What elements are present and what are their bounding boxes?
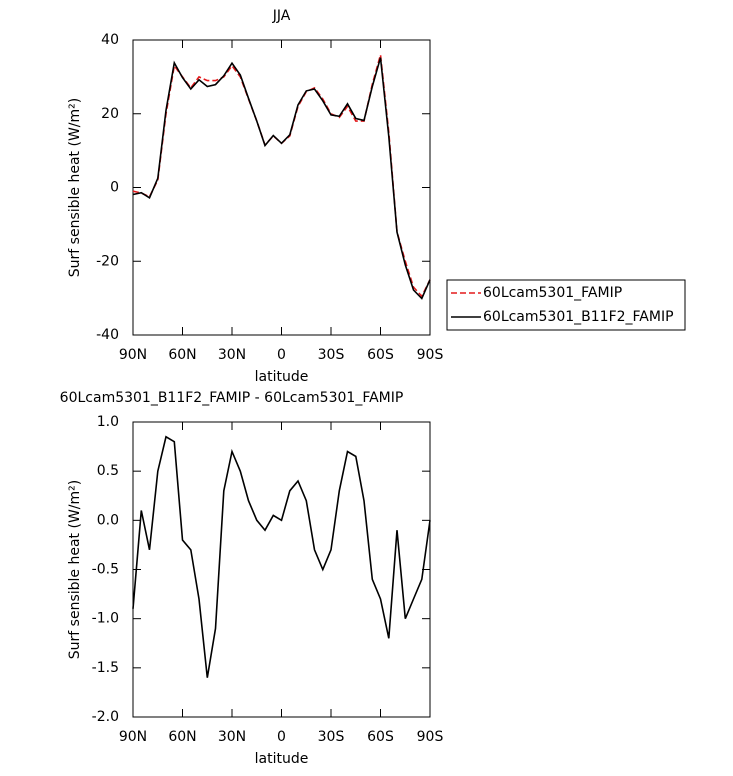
- y-tick-label: -1.0: [92, 611, 119, 627]
- y-tick-label: 0.0: [97, 512, 119, 528]
- x-tick-label: 60N: [168, 729, 196, 745]
- y-tick-label: -0.5: [92, 562, 119, 578]
- x-tick-label: 60S: [367, 347, 394, 363]
- x-tick-label: 60S: [367, 729, 394, 745]
- x-tick-label: 30N: [218, 347, 246, 363]
- legend-box: [446, 279, 686, 331]
- y-tick-label: -20: [96, 253, 119, 269]
- x-tick-label: 30N: [218, 729, 246, 745]
- y-axis-label: Surf sensible heat (W/m²): [67, 480, 83, 659]
- y-tick-label: -2.0: [92, 709, 119, 725]
- legend-label: 60Lcam5301_FAMIP: [483, 285, 622, 301]
- y-tick-label: -1.5: [92, 660, 119, 676]
- x-tick-label: 90S: [417, 729, 444, 745]
- y-tick-label: 0: [110, 180, 119, 196]
- y-tick-label: 40: [101, 32, 119, 48]
- x-tick-label: 90S: [417, 347, 444, 363]
- plot-frame: [132, 421, 431, 718]
- x-axis-label: latitude: [255, 751, 309, 767]
- chart-title: JJA: [272, 8, 291, 24]
- legend-label: 60Lcam5301_B11F2_FAMIP: [483, 309, 674, 325]
- y-tick-label: -40: [96, 327, 119, 343]
- x-axis-label: latitude: [255, 369, 309, 385]
- x-tick-label: 30S: [318, 729, 345, 745]
- x-tick-label: 0: [277, 729, 286, 745]
- plot-frame: [132, 39, 431, 336]
- x-tick-label: 0: [277, 347, 286, 363]
- x-tick-label: 90N: [119, 347, 147, 363]
- x-tick-label: 60N: [168, 347, 196, 363]
- data-line: [132, 57, 431, 300]
- x-tick-label: 30S: [318, 347, 345, 363]
- chart-title: 60Lcam5301_B11F2_FAMIP - 60Lcam5301_FAMI…: [60, 390, 404, 406]
- y-axis-label: Surf sensible heat (W/m²): [67, 98, 83, 277]
- x-tick-label: 90N: [119, 729, 147, 745]
- y-tick-label: 20: [101, 106, 119, 122]
- data-line: [132, 54, 431, 298]
- y-tick-label: 0.5: [97, 463, 119, 479]
- data-line: [132, 435, 431, 678]
- y-tick-label: 1.0: [97, 414, 119, 430]
